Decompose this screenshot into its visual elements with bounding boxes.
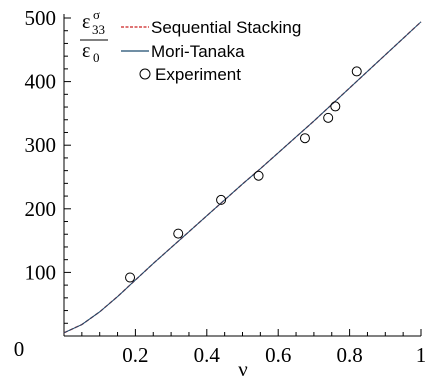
data-point-experiment <box>253 170 264 181</box>
y-tick-label: 200 <box>25 197 57 221</box>
data-point-experiment <box>299 133 310 144</box>
data-point-experiment <box>173 228 184 239</box>
axes: 0.2 0.4 0.6 0.8 1 100 200 300 400 500 <box>25 6 425 367</box>
y-tick-label: 100 <box>25 260 57 284</box>
legend-label-experiment: Experiment <box>155 65 241 84</box>
series-line-sequential-stacking <box>63 21 422 334</box>
x-tick-label: 0.8 <box>336 343 362 367</box>
y-tick-label: 400 <box>25 70 57 94</box>
ylabel-denominator-sub: 0 <box>93 50 100 65</box>
y-tick-label: 300 <box>25 133 57 157</box>
ylabel-denominator-base: ε <box>82 40 90 62</box>
data-point-experiment <box>323 112 334 123</box>
data-point-experiment <box>216 194 227 205</box>
x-tick-label: 1 <box>416 343 425 367</box>
plot-area <box>63 21 422 334</box>
data-point-experiment <box>351 66 362 77</box>
y-tick-label: 500 <box>25 6 57 30</box>
legend-label-mori-tanaka: Mori-Tanaka <box>151 42 245 61</box>
ylabel-numerator-base: ε <box>82 11 90 33</box>
legend-label-sequential-stacking: Sequential Stacking <box>151 18 301 37</box>
ylabel-numerator-sub: 33 <box>92 22 105 37</box>
x-axis-label: ν <box>238 357 248 376</box>
data-point-experiment <box>125 272 136 283</box>
y-axis-label: ε σ 33 ε 0 <box>80 7 108 65</box>
x-tick-label: 0.6 <box>265 343 291 367</box>
data-point-experiment <box>330 101 341 112</box>
x-tick-label: 0.2 <box>122 343 148 367</box>
x-tick-label: 0.4 <box>194 343 221 367</box>
legend-swatch-experiment <box>139 68 151 80</box>
series-line-mori-tanaka <box>63 21 422 334</box>
ylabel-numerator-sup: σ <box>93 7 100 22</box>
legend: Sequential Stacking Mori-Tanaka Experime… <box>121 18 301 84</box>
origin-label: 0 <box>14 337 25 361</box>
